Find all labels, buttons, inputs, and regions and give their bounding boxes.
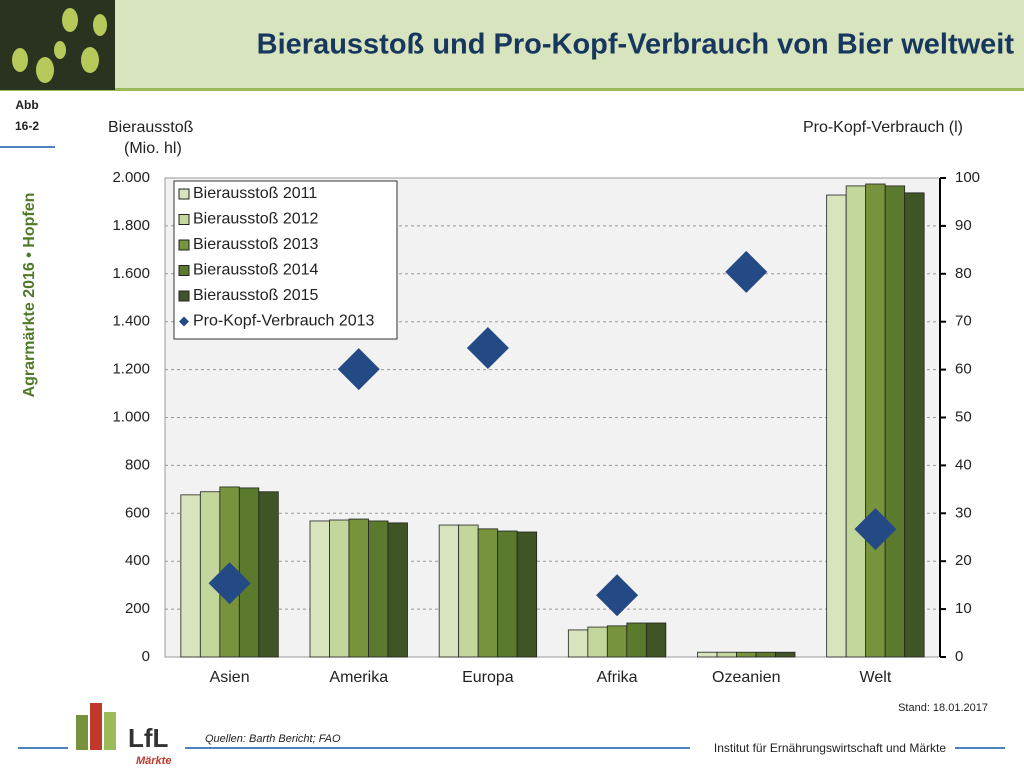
y2-tick-label: 70 [955,313,972,330]
y-tick-label: 800 [125,456,150,473]
bar [258,491,279,658]
bar [477,528,499,658]
y-tick-label: 1.400 [112,313,150,330]
y2-tick-label: 60 [955,361,972,378]
legend-label: Pro-Kopf-Verbrauch 2013 [193,313,375,330]
legend-label: Bierausstoß 2013 [193,236,319,253]
x-tick-label: Europa [462,669,514,686]
diamond-marker [208,562,251,605]
bar [567,629,589,658]
bar [736,651,757,658]
bar [368,520,389,658]
bar [645,622,667,658]
legend-swatch [178,188,190,200]
hops-cones [12,8,107,83]
y-axis-label: Bierausstoß [108,119,194,136]
diamond-marker [725,250,768,293]
y-tick-label: 1.600 [112,265,150,282]
x-tick-label: Amerika [329,669,388,686]
bar [904,192,925,658]
bar [438,524,460,658]
date-note: Stand: 18.01.2017 [898,702,988,714]
diamond-marker [466,327,509,370]
legend-swatch [178,265,190,276]
x-tick-label: Welt [860,669,892,686]
bar [845,185,867,658]
y2-axis-label: Pro-Kopf-Verbrauch (l) [803,119,963,136]
y-axis-label: (Mio. hl) [124,140,182,157]
y-tick-label: 1.800 [112,217,150,234]
bar [606,625,628,658]
y2-tick-label: 40 [955,456,972,473]
bar [775,651,796,658]
y2-tick-label: 90 [955,217,972,234]
logo-subtext: Märkte [136,755,171,767]
bar [199,491,221,658]
bar [626,622,647,658]
y2-tick-label: 0 [955,648,963,665]
y2-tick-label: 50 [955,408,972,425]
y-tick-label: 600 [125,504,150,521]
y-tick-label: 1.200 [112,361,150,378]
y-tick-label: 1.000 [112,408,150,425]
bar [180,494,201,658]
institute: Institut für Ernährungswirtschaft und Mä… [714,741,946,755]
y2-tick-label: 80 [955,265,972,282]
logo-mark [76,703,116,750]
y2-tick-label: 20 [955,552,972,569]
header-band [0,0,1024,88]
bar [497,530,518,658]
y-tick-label: 200 [125,600,150,617]
diamond-marker [854,508,897,551]
bar [716,651,737,658]
legend-swatch [178,290,190,302]
diamond-marker [337,348,380,391]
diamond-marker [596,574,639,617]
x-tick-label: Ozeanien [712,669,781,686]
y2-tick-label: 10 [955,600,972,617]
fig-number: 16-2 [15,119,39,133]
logo-text: LfL [128,723,169,753]
x-tick-label: Asien [210,669,250,686]
sidebar-text: Agrarmärkte 2016 • Hopfen [21,193,38,398]
legend-swatch [178,214,190,225]
source-note: Quellen: Barth Bericht; FAO [205,733,341,745]
y2-tick-label: 30 [955,504,972,521]
y2-tick-label: 100 [955,169,980,186]
bar [329,519,350,658]
header-rule [0,88,1024,91]
legend-box [173,180,398,340]
bar [755,651,776,658]
bar [238,487,260,658]
legend-label: Bierausstoß 2014 [193,262,319,279]
legend-label: Bierausstoß 2015 [193,287,319,304]
bar [516,531,538,658]
slide-title: Bierausstoß und Pro-Kopf-Verbrauch von B… [257,29,1015,61]
fig-label: Abb [15,98,38,112]
bar [697,651,718,658]
y-tick-label: 0 [142,648,150,665]
bar [826,194,847,658]
bar [309,520,330,658]
bar [348,518,369,658]
x-tick-label: Afrika [597,669,638,686]
bar [587,626,608,658]
y-tick-label: 400 [125,552,150,569]
legend-label: Bierausstoß 2011 [193,185,317,202]
bar [884,185,906,658]
bar [865,183,886,658]
legend-swatch [178,239,190,251]
y-tick-label: 2.000 [112,169,150,186]
legend-swatch [179,316,189,327]
bar [458,524,479,658]
bar [387,522,408,658]
legend-label: Bierausstoß 2012 [193,211,319,228]
